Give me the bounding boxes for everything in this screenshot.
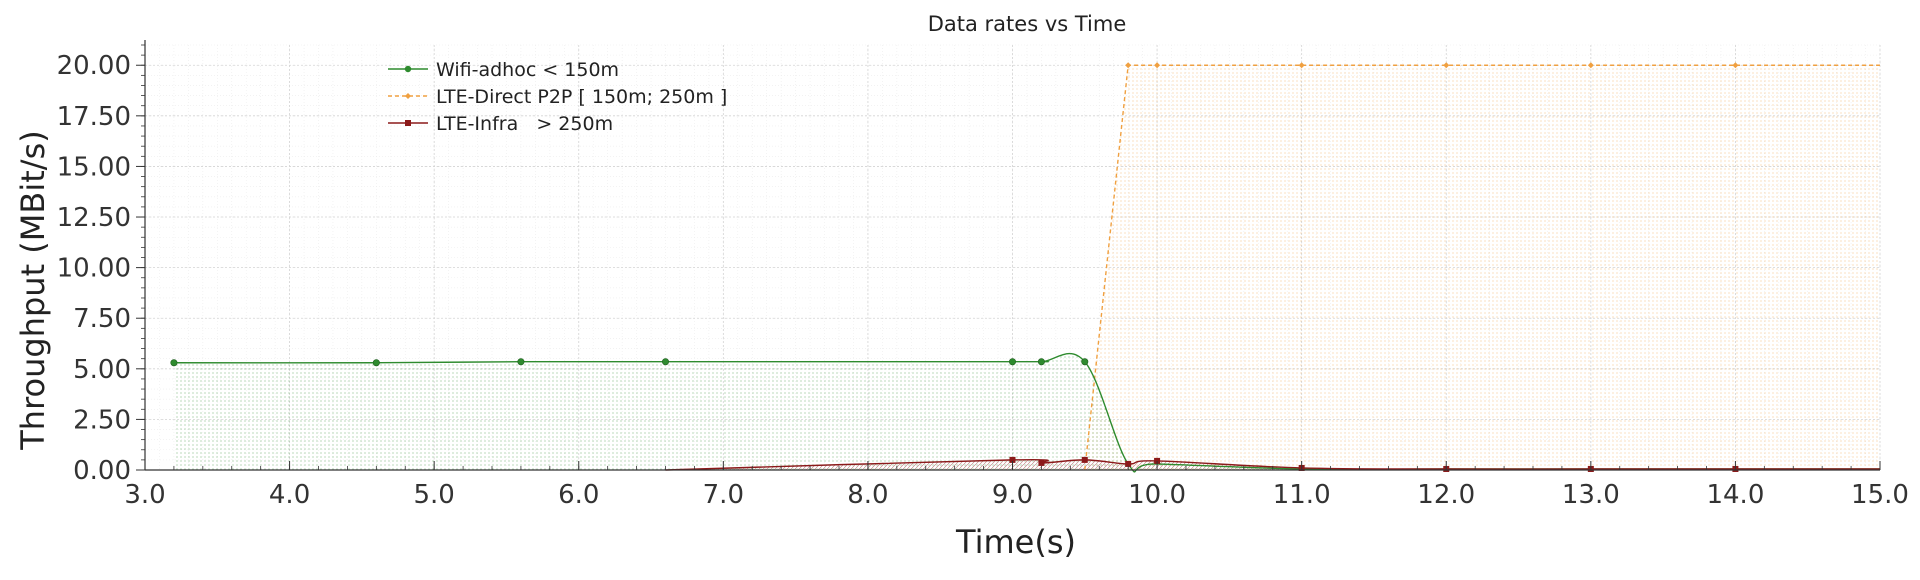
- series-fill-1: [1084, 65, 1880, 470]
- data-point: [517, 358, 525, 366]
- y-axis-title: Throughput (MBit/s): [14, 130, 52, 450]
- data-point: [661, 358, 669, 366]
- x-axis-title: Time(s): [955, 523, 1076, 561]
- legend-label: LTE-Direct P2P [ 150m; 250m ]: [436, 86, 727, 108]
- y-tick-label: 2.50: [73, 405, 131, 435]
- data-point: [1587, 62, 1594, 69]
- data-point: [372, 359, 380, 367]
- axes: [136, 40, 1881, 471]
- x-tick-label: 7.0: [703, 480, 744, 510]
- y-tick-label: 5.00: [73, 355, 131, 385]
- x-tick-label: 3.0: [124, 480, 165, 510]
- data-point: [1081, 456, 1088, 463]
- data-point: [1732, 62, 1739, 69]
- x-tick-label: 5.0: [413, 480, 454, 510]
- y-tick-label: 7.50: [73, 304, 131, 334]
- data-point: [170, 359, 178, 367]
- data-point: [1125, 62, 1132, 69]
- legend: Wifi-adhoc < 150m LTE-Direct P2P [ 150m; …: [388, 59, 727, 135]
- tick-labels: 3.0 4.0 5.0 6.0 7.0 8.0 9.0 10.0 11.0 12.0 13.0 14.…: [57, 51, 1909, 510]
- y-tick-label: 10.00: [57, 254, 131, 284]
- series-line-1: [1084, 64, 1880, 471]
- x-tick-label: 6.0: [558, 480, 599, 510]
- data-point: [1125, 460, 1132, 467]
- data-point: [1443, 62, 1450, 69]
- series-fill-2: [665, 459, 1880, 470]
- x-tick-label: 10.0: [1128, 480, 1186, 510]
- y-tick-label: 20.00: [57, 51, 131, 81]
- x-tick-label: 11.0: [1273, 480, 1331, 510]
- y-tick-label: 15.00: [57, 152, 131, 182]
- data-point: [1008, 358, 1016, 366]
- x-tick-label: 9.0: [992, 480, 1033, 510]
- data-point: [1081, 358, 1089, 366]
- x-tick-label: 15.0: [1851, 480, 1909, 510]
- data-point: [1009, 456, 1016, 463]
- x-tick-label: 14.0: [1706, 480, 1764, 510]
- y-tick-label: 0.00: [73, 456, 131, 486]
- data-point: [1037, 358, 1045, 366]
- legend-marker: [404, 65, 412, 73]
- series-fill-0: [173, 353, 1881, 472]
- legend-label: LTE-Infra > 250m: [436, 113, 613, 135]
- x-tick-label: 12.0: [1417, 480, 1475, 510]
- y-tick-label: 12.50: [57, 203, 131, 233]
- data-point: [1298, 62, 1305, 69]
- data-point: [1038, 459, 1045, 466]
- legend-label: Wifi-adhoc < 150m: [436, 59, 619, 81]
- chart-title: Data rates vs Time: [928, 12, 1127, 36]
- x-tick-label: 4.0: [269, 480, 310, 510]
- x-tick-label: 13.0: [1562, 480, 1620, 510]
- legend-marker: [405, 120, 411, 126]
- data-point: [1154, 457, 1161, 464]
- data-point: [1154, 62, 1161, 69]
- series-fills: [173, 65, 1881, 472]
- x-tick-label: 8.0: [847, 480, 888, 510]
- legend-marker: [405, 93, 411, 99]
- y-tick-label: 17.50: [57, 102, 131, 132]
- series-line-2: [665, 458, 1880, 471]
